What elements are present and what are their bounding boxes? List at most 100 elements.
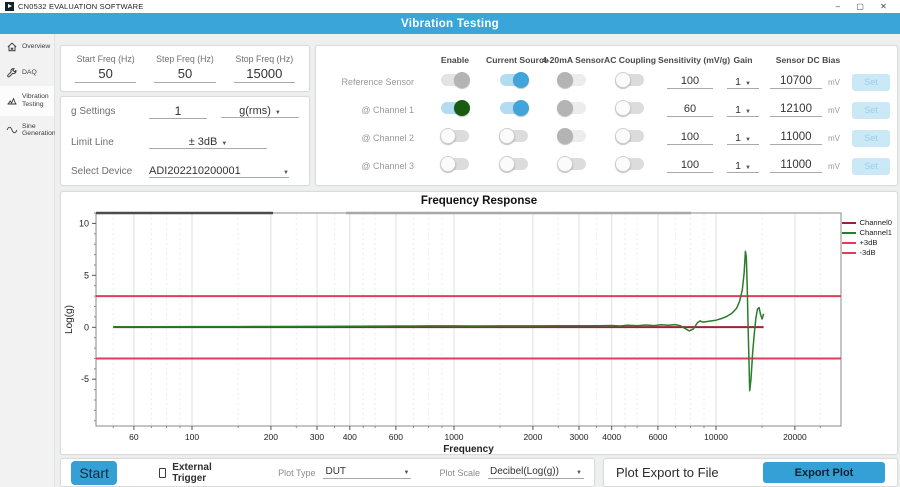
select-device-value: ADI202210200001 [149, 165, 241, 177]
svg-text:3000: 3000 [570, 432, 589, 442]
sidebar-item-sine-generation[interactable]: Sine Generation [0, 116, 56, 146]
svg-text:60: 60 [129, 432, 139, 442]
sidebar-item-label: Sine Generation [22, 122, 56, 138]
gain-dropdown[interactable]: 1 ▼ [727, 160, 759, 173]
channel-row-2: @ Channel 2 100 1 ▼ 11000 mV Set [324, 124, 890, 152]
sensitivity-input[interactable]: 100 [667, 75, 713, 89]
ac-coupling-toggle[interactable] [615, 100, 644, 116]
g-unit-value: g(rms) [239, 105, 271, 117]
col-header-ac-coupling: AC Coupling [603, 54, 657, 65]
limit-line-label: Limit Line [71, 136, 114, 148]
limit-line-dropdown[interactable]: ± 3dB ▼ [149, 136, 267, 149]
limit-line-value: ± 3dB [188, 135, 218, 148]
svg-text:5: 5 [84, 270, 89, 280]
set-bias-button[interactable]: Set [852, 101, 890, 119]
svg-text:-5: -5 [81, 374, 89, 384]
plot-scale-dropdown[interactable]: Decibel(Log(g)) ▼ [488, 466, 584, 479]
enable-toggle[interactable] [441, 72, 470, 88]
set-bias-button[interactable]: Set [852, 129, 890, 147]
current-source-toggle[interactable] [500, 100, 529, 116]
svg-text:400: 400 [343, 432, 357, 442]
gain-dropdown[interactable]: 1 ▼ [727, 76, 759, 89]
frequency-response-plot[interactable]: -5 0 5 10 60 100 200 300 400 600 1000 2000 3000 4000 6… [61, 192, 897, 454]
ac-coupling-toggle[interactable] [615, 128, 644, 144]
channel-row-label: Reference Sensor [341, 77, 414, 87]
g-settings-label: g Settings [71, 106, 116, 117]
enable-toggle[interactable] [440, 156, 469, 172]
enable-toggle[interactable] [440, 128, 469, 144]
svg-text:200: 200 [264, 432, 278, 442]
sidebar-item-vibration-testing[interactable]: Vibration Testing [0, 86, 54, 116]
step-freq-label: Step Freq (Hz) [156, 54, 214, 64]
home-icon [7, 42, 17, 52]
minimize-button[interactable]: – [835, 2, 841, 11]
bias-unit: mV [828, 133, 840, 143]
svg-text:1000: 1000 [445, 432, 464, 442]
sensitivity-input[interactable]: 100 [667, 159, 713, 173]
enable-toggle[interactable] [441, 100, 470, 116]
channels-header-row: Enable Current Source 4-20mA Sensor AC C… [324, 51, 889, 68]
chevron-down-icon: ▼ [283, 170, 289, 176]
chevron-down-icon: ▼ [403, 470, 410, 476]
start-freq-label: Start Freq (Hz) [76, 54, 135, 64]
gain-dropdown[interactable]: 1 ▼ [727, 132, 759, 145]
select-device-dropdown[interactable]: ADI202210200001 ▼ [149, 165, 289, 178]
gain-value: 1 [735, 103, 741, 116]
svg-text:0: 0 [84, 322, 89, 332]
stop-freq-input[interactable]: 15000 [233, 66, 295, 83]
420ma-sensor-toggle[interactable] [557, 128, 586, 144]
chevron-down-icon: ▼ [744, 136, 751, 143]
sidebar-item-overview[interactable]: Overview [0, 34, 54, 60]
sidebar: Overview DAQ Vibration Testing Sine Gene… [0, 34, 56, 487]
svg-text:600: 600 [389, 432, 403, 442]
export-plot-button[interactable]: Export Plot [763, 462, 885, 483]
col-header-current-source: Current Source [486, 54, 549, 65]
chevron-down-icon: ▼ [221, 140, 228, 147]
bias-input[interactable]: 12100 [770, 103, 822, 117]
bias-unit: mV [828, 105, 840, 115]
sine-icon [6, 127, 18, 134]
close-button[interactable]: ✕ [880, 2, 887, 11]
current-source-toggle[interactable] [499, 128, 528, 144]
maximize-button[interactable]: ▢ [856, 2, 865, 11]
set-bias-button[interactable]: Set [852, 73, 890, 91]
channels-config-card: Enable Current Source 4-20mA Sensor AC C… [315, 45, 898, 186]
svg-text:100: 100 [185, 432, 199, 442]
sidebar-item-daq[interactable]: DAQ [0, 60, 54, 86]
svg-text:6000: 6000 [648, 432, 667, 442]
ac-coupling-toggle[interactable] [615, 72, 644, 88]
stop-freq-label: Stop Freq (Hz) [235, 54, 294, 64]
external-trigger-checkbox[interactable]: External Trigger [159, 462, 220, 484]
bias-input[interactable]: 10700 [770, 75, 822, 89]
col-header-enable: Enable [440, 54, 470, 65]
start-freq-input[interactable]: 50 [75, 66, 137, 83]
step-freq-input[interactable]: 50 [154, 66, 216, 83]
ac-coupling-toggle[interactable] [615, 156, 644, 172]
plot-type-label: Plot Type [278, 467, 316, 478]
svg-text:10: 10 [79, 218, 89, 228]
bias-input[interactable]: 11000 [770, 131, 822, 145]
channel-row-3: @ Channel 3 100 1 ▼ 11000 mV Set [324, 152, 890, 180]
plot-type-dropdown[interactable]: DUT ▼ [323, 466, 412, 479]
window-title: CN0532 EVALUATION SOFTWARE [18, 2, 144, 11]
gain-value: 1 [735, 159, 741, 172]
sidebar-item-label: Overview [22, 43, 51, 51]
svg-text:4000: 4000 [602, 432, 621, 442]
external-trigger-label: External Trigger [172, 461, 212, 484]
gain-dropdown[interactable]: 1 ▼ [727, 104, 759, 117]
g-settings-input[interactable]: 1 [149, 104, 207, 119]
current-source-toggle[interactable] [499, 156, 528, 172]
sensitivity-input[interactable]: 60 [667, 103, 713, 117]
plot-type-value: DUT [325, 466, 347, 477]
frequency-response-card: -5 0 5 10 60 100 200 300 400 600 1000 2000 3000 4000 6… [60, 191, 898, 455]
set-bias-button[interactable]: Set [852, 157, 890, 175]
bias-input[interactable]: 11000 [770, 159, 822, 173]
chevron-down-icon: ▼ [744, 164, 751, 171]
420ma-sensor-toggle[interactable] [557, 156, 586, 172]
sensitivity-input[interactable]: 100 [667, 131, 713, 145]
420ma-sensor-toggle[interactable] [557, 100, 586, 116]
current-source-toggle[interactable] [500, 72, 529, 88]
start-button[interactable]: Start [71, 460, 118, 485]
g-unit-dropdown[interactable]: g(rms) ▼ [221, 105, 299, 118]
420ma-sensor-toggle[interactable] [557, 72, 586, 88]
